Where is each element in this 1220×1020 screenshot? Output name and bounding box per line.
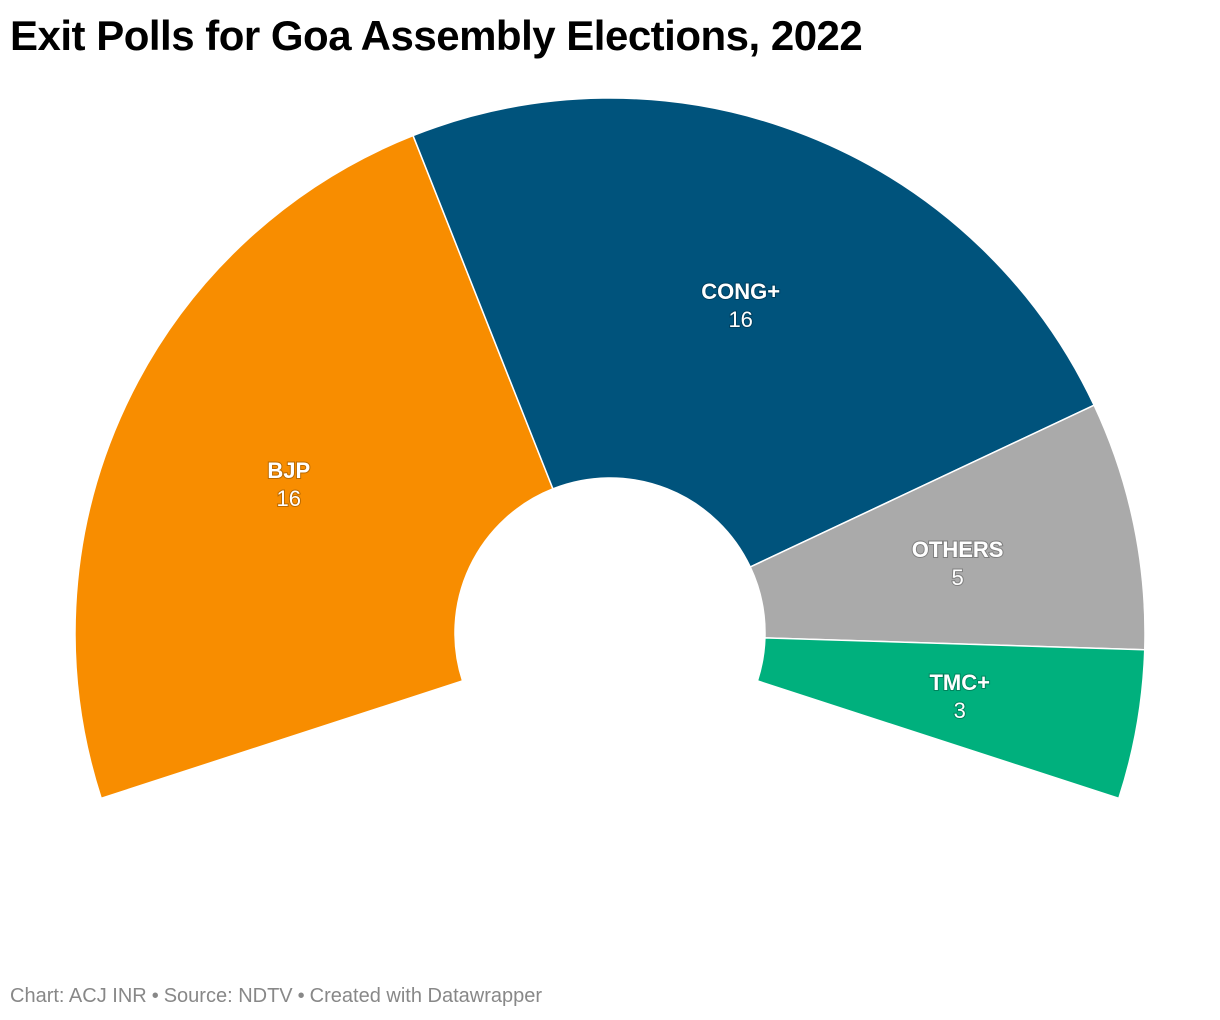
footer-separator: • [151, 985, 159, 1007]
slice-label-name: TMC+ [929, 670, 990, 695]
slice-label-value: 16 [728, 307, 752, 332]
chart-title: Exit Polls for Goa Assembly Elections, 2… [10, 12, 863, 59]
chart-slices [74, 97, 1146, 800]
slice-label-name: BJP [267, 458, 310, 483]
slice-others [749, 404, 1146, 651]
slice-label-name: CONG+ [701, 279, 780, 304]
slice-tmc [756, 637, 1146, 800]
slice-bjp [74, 134, 554, 800]
slice-label-value: 16 [277, 486, 301, 511]
created-with: Created with Datawrapper [309, 985, 543, 1007]
slice-label-value: 3 [954, 698, 966, 723]
chart-labels: BJP 16 CONG+ 16 OTHERS 5 TMC+ 3 [266, 278, 1004, 724]
slice-cong [412, 97, 1096, 569]
chart-footer: Chart: ACJ INR • Source: NDTV • Created with… [10, 985, 542, 1008]
slice-label-name: OTHERS [912, 537, 1004, 562]
footer-separator: • [297, 985, 305, 1007]
slice-label-value: 5 [951, 565, 963, 590]
chart-source: Source: NDTV [163, 985, 293, 1007]
chart-credit: Chart: ACJ INR [10, 985, 147, 1007]
